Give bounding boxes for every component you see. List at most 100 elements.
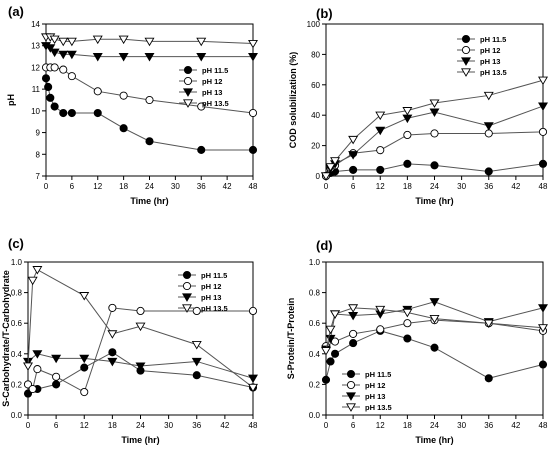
data-point: [321, 375, 331, 384]
data-point: [484, 129, 493, 138]
legend-label: pH 12: [365, 381, 385, 390]
y-tick-label: 0.8: [309, 289, 321, 298]
data-point: [28, 384, 37, 394]
x-tick-label: 12: [80, 421, 89, 430]
legend-label: pH 13: [202, 88, 222, 97]
y-tick-label: 9: [36, 129, 41, 138]
x-tick-label: 24: [136, 421, 145, 430]
data-point: [330, 349, 340, 358]
x-tick-label: 30: [171, 182, 180, 191]
x-tick-label: 24: [430, 421, 439, 430]
data-point: [107, 357, 118, 367]
series-ph-13-5: [23, 266, 258, 393]
data-point: [66, 50, 77, 60]
data-point: [44, 82, 53, 92]
data-point: [429, 108, 440, 118]
data-point: [538, 324, 548, 333]
data-point: [80, 387, 89, 397]
data-point: [27, 276, 38, 286]
data-point: [375, 126, 386, 136]
y-tick-label: 0.6: [11, 319, 23, 328]
data-point: [248, 108, 258, 118]
data-point: [58, 50, 69, 60]
data-point: [46, 93, 55, 102]
data-point: [430, 161, 439, 170]
data-point: [119, 91, 128, 100]
y-axis-title: COD solubilization (%): [288, 52, 298, 149]
data-point: [538, 127, 548, 136]
legend-marker: [183, 65, 193, 75]
data-point: [348, 151, 359, 160]
y-axis-title: S-Protein/T-Protein: [286, 298, 296, 380]
data-point: [50, 102, 59, 111]
x-tick-label: 42: [511, 421, 520, 430]
legend-label: pH 11.5: [480, 35, 506, 44]
series-ph-11-5: [41, 74, 258, 154]
x-tick-label: 48: [539, 421, 548, 430]
data-point: [483, 319, 494, 329]
x-tick-label: 36: [484, 421, 493, 430]
data-point: [145, 137, 154, 146]
data-point: [49, 35, 60, 45]
data-point: [325, 325, 336, 335]
data-point: [484, 374, 493, 383]
data-point: [191, 357, 202, 367]
legend-marker: [183, 88, 193, 97]
legend-marker: [182, 270, 192, 280]
plot-frame: [325, 261, 544, 416]
data-point: [483, 91, 494, 101]
y-tick-label: 0.6: [309, 319, 321, 328]
y-tick-label: 0: [316, 172, 321, 181]
legend-label: pH 13: [201, 293, 221, 302]
x-tick-label: 0: [26, 421, 31, 430]
data-point: [79, 354, 90, 364]
data-point: [429, 315, 440, 324]
data-point: [145, 95, 154, 105]
data-point: [538, 304, 548, 313]
x-tick-label: 18: [403, 182, 412, 191]
legend-label: pH 11.5: [202, 66, 228, 75]
x-tick-label: 0: [44, 182, 49, 191]
series-ph-13: [41, 42, 258, 62]
x-tick-label: 24: [430, 182, 439, 191]
legend-marker: [182, 293, 192, 302]
x-tick-label: 48: [539, 182, 548, 191]
data-point: [429, 99, 440, 108]
y-tick-label: 0.0: [309, 411, 321, 420]
data-point: [538, 159, 548, 168]
data-point: [484, 167, 493, 176]
chart-panel-1: (a) 0 6 12 18 24 30 36 42 48 7 8 9 10 11 12 13 14 Time (hr…: [6, 4, 258, 206]
data-point: [402, 107, 413, 116]
x-axis-title: Time (hr): [121, 435, 159, 445]
data-point: [403, 334, 412, 343]
y-axis-title: S-Carbohydrate/T-Carbohydrate: [1, 270, 11, 407]
y-tick-label: 10: [31, 107, 40, 116]
data-point: [33, 365, 42, 374]
y-tick-label: 11: [32, 85, 41, 94]
series-line: [27, 307, 253, 393]
data-point: [375, 111, 386, 121]
data-point: [107, 330, 118, 339]
data-point: [108, 348, 117, 357]
data-point: [118, 52, 129, 62]
legend-marker: [346, 392, 356, 401]
data-point: [192, 306, 201, 316]
data-point: [376, 165, 385, 174]
legend-label: pH 11.5: [201, 271, 227, 280]
data-point: [32, 350, 43, 359]
x-tick-label: 18: [403, 421, 412, 430]
data-point: [66, 37, 77, 47]
x-axis-title: Time (hr): [415, 196, 453, 206]
y-tick-label: 1.0: [11, 258, 23, 267]
y-tick-label: 40: [311, 111, 320, 120]
y-tick-label: 8: [36, 150, 41, 159]
series-ph-12: [41, 63, 258, 118]
series-ph-13: [23, 350, 258, 384]
legend-marker: [346, 403, 356, 412]
data-point: [196, 52, 207, 62]
legend-label: pH 12: [201, 282, 221, 291]
data-point: [197, 102, 206, 111]
series-ph-13-5: [41, 33, 258, 49]
x-axis-title: Time (hr): [415, 435, 453, 445]
